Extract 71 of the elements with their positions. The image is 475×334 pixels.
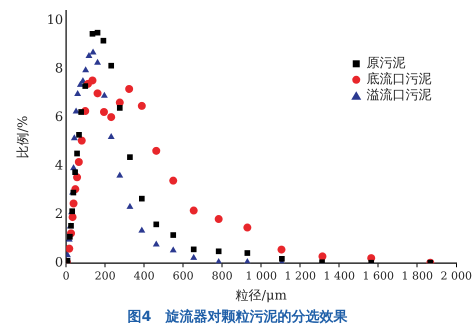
- x-axis-title: 粒径/μm: [236, 288, 287, 304]
- x-tick-label: 400: [134, 270, 155, 283]
- y-tick-label: 6: [54, 110, 64, 125]
- point: [82, 66, 90, 72]
- point: [74, 150, 80, 156]
- x-tick-label: 1 000: [245, 270, 277, 283]
- point: [170, 246, 177, 252]
- x-tick-label: 1 800: [401, 270, 433, 283]
- point: [190, 246, 197, 252]
- point: [72, 169, 78, 176]
- point: [66, 244, 74, 253]
- point: [88, 76, 96, 84]
- legend-label: 原污泥: [366, 56, 406, 72]
- point: [152, 240, 160, 247]
- point: [214, 215, 223, 224]
- point: [76, 132, 82, 138]
- point: [138, 196, 145, 202]
- point: [78, 136, 86, 145]
- point: [78, 109, 84, 115]
- point: [70, 200, 78, 208]
- y-tick-label: 0: [54, 256, 64, 271]
- point: [82, 83, 88, 89]
- point: [108, 133, 115, 139]
- legend-label: 溢流口污泥: [366, 87, 432, 104]
- point: [126, 202, 134, 209]
- point: [100, 108, 108, 116]
- point: [244, 250, 250, 256]
- point: [100, 38, 106, 44]
- y-axis-title: 比例/%: [16, 116, 32, 158]
- y-tick-label: 4: [54, 158, 64, 174]
- x-tick-label: 2 000: [440, 270, 472, 283]
- caption: 图4 旋流器对颗粒污泥的分选效果: [126, 308, 348, 326]
- point: [169, 176, 178, 185]
- point: [68, 213, 77, 222]
- y-tick-label: 2: [54, 207, 64, 222]
- point: [138, 226, 146, 233]
- point: [216, 248, 222, 254]
- point: [116, 105, 123, 111]
- point: [190, 206, 198, 215]
- point: [190, 254, 198, 260]
- point: [152, 146, 160, 155]
- point: [90, 48, 97, 55]
- point: [94, 30, 100, 36]
- point: [74, 90, 82, 96]
- point: [138, 102, 146, 110]
- point: [100, 92, 108, 98]
- x-tick-label: 800: [212, 270, 233, 283]
- point: [125, 84, 134, 93]
- point: [70, 134, 78, 140]
- point: [94, 89, 102, 98]
- point: [86, 52, 92, 58]
- point: [107, 113, 116, 122]
- point: [279, 256, 285, 262]
- point: [108, 62, 114, 68]
- x-tick-label: 1 600: [362, 270, 394, 283]
- point: [318, 252, 326, 260]
- point: [116, 172, 124, 178]
- point: [153, 222, 160, 228]
- y-tick-label: 8: [54, 61, 64, 76]
- y-tick-label: 10: [46, 12, 64, 28]
- point: [74, 158, 83, 166]
- x-tick-label: 200: [94, 270, 116, 283]
- x-tick-label: 600: [172, 270, 194, 283]
- point: [170, 232, 176, 238]
- point: [243, 224, 252, 232]
- point: [94, 58, 102, 65]
- legend-label: 底流口污泥: [366, 71, 432, 88]
- point: [127, 154, 133, 160]
- x-tick-label: 1 400: [323, 270, 355, 283]
- point: [277, 246, 286, 254]
- x-tick-label: 1 200: [284, 270, 316, 283]
